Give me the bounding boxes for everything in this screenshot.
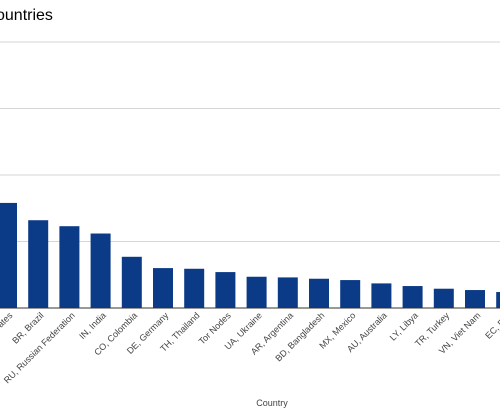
bar [496,292,500,308]
bar [402,286,423,308]
bar [121,256,142,308]
bar [90,233,111,308]
x-tick-label: LY, Libya [388,310,420,342]
x-tick-label: ates [0,310,15,329]
bar [433,288,454,308]
x-tick-label: EC, Ecu [483,310,500,340]
bar [465,290,485,308]
bar [340,280,361,308]
x-axis-title: Country [256,398,288,408]
bar [246,276,267,308]
bar [0,202,17,308]
bar [59,226,80,308]
chart-title: ountries [0,7,53,24]
bar [277,277,298,308]
bar [371,283,392,308]
x-tick-label: IN, India [77,310,108,341]
gridlines [0,41,500,242]
bars [0,202,500,308]
bar [215,272,236,308]
bar [153,268,173,308]
bar [184,268,205,308]
bar [28,220,49,308]
bar [309,278,329,308]
